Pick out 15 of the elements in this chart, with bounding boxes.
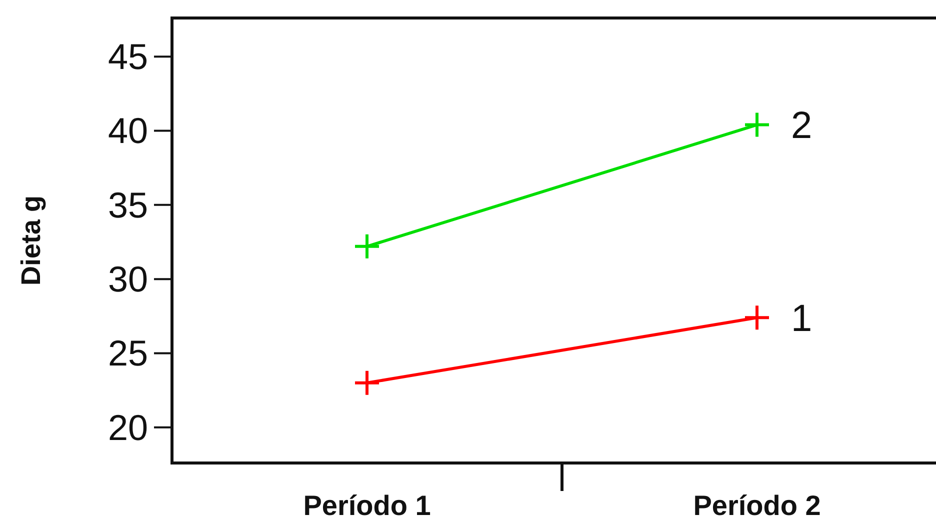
y-tick-label: 30	[108, 258, 148, 300]
x-tick-label: Período 2	[693, 490, 821, 521]
y-tick-label: 25	[108, 332, 148, 374]
x-tick-label: Período 1	[303, 490, 431, 521]
point	[745, 306, 769, 330]
point	[355, 234, 379, 258]
point	[745, 112, 769, 137]
point	[355, 370, 379, 395]
series-label: 2	[791, 105, 812, 148]
y-axis-title: Dieta g	[16, 195, 46, 286]
y-tick-label: 45	[108, 36, 148, 78]
series-label: 1	[791, 298, 812, 340]
y-tick-label: 20	[108, 406, 148, 448]
y-tick-label: 40	[108, 110, 148, 152]
y-tick-label: 35	[108, 184, 148, 226]
